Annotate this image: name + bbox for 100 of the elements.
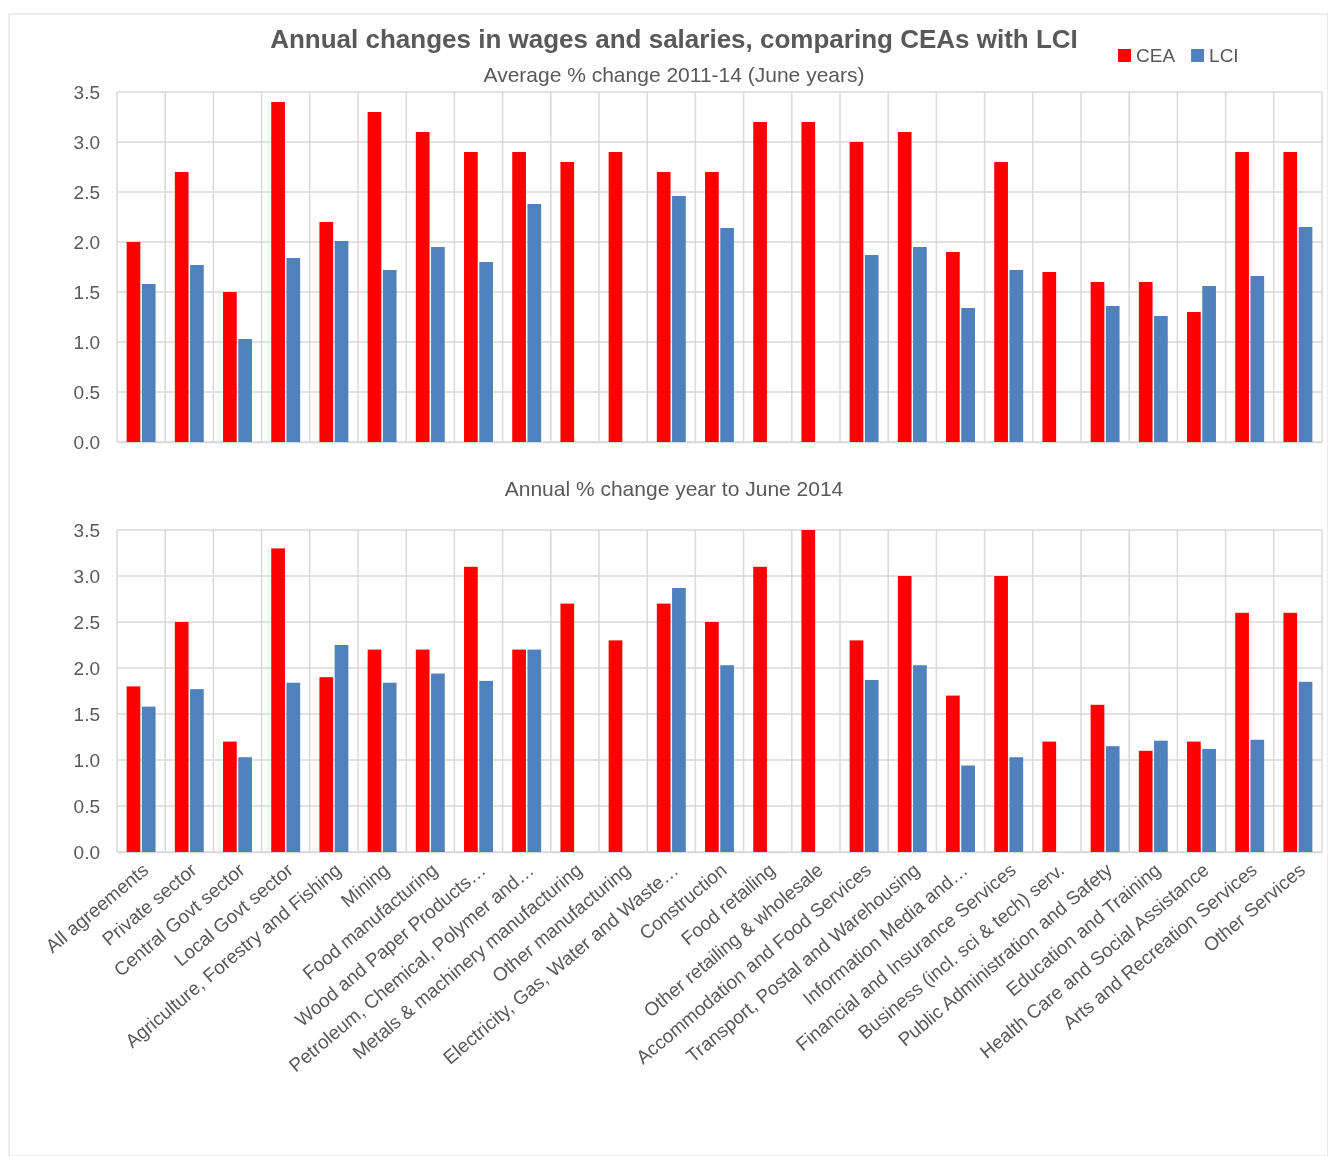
bar [1283,612,1298,852]
bar [994,162,1008,442]
y-tick-label: 3.5 [73,81,100,103]
bar [367,649,382,852]
bar [849,640,864,852]
bar [961,308,975,442]
y-tick-label: 0.0 [73,841,100,863]
bar [512,152,526,442]
y-tick-label: 2.0 [73,231,100,253]
bar [1042,272,1057,442]
bar [1009,757,1024,852]
bar [994,576,1008,852]
bar [1042,741,1057,852]
bar [527,649,542,852]
bar [913,247,927,442]
bar [946,695,960,852]
bar [801,122,816,442]
bar [126,686,141,852]
bar [753,122,767,442]
bar [1187,312,1201,442]
chart-title: Annual changes in wages and salaries, comparing CEAs with LCI [270,24,1078,54]
bar [961,765,975,852]
bar [479,680,493,852]
bar [1298,681,1313,852]
bar [271,548,285,852]
bar [897,132,912,442]
bar [1154,740,1168,852]
bar [141,706,156,852]
bar [1105,746,1120,852]
bar [223,292,237,442]
bar [1090,704,1105,852]
bar [560,603,575,852]
bar [464,566,478,852]
bar [415,649,430,852]
y-tick-label: 1.0 [73,749,100,771]
y-tick-label: 3.0 [73,565,100,587]
y-tick-label: 2.5 [73,611,100,633]
bar [1250,276,1265,442]
bar [126,242,141,442]
bar [174,172,189,442]
y-tick-label: 0.5 [73,795,100,817]
y-tick-label: 3.5 [73,519,100,541]
bar [897,576,912,852]
y-tick-label: 0.0 [73,431,100,453]
y-tick-label: 1.0 [73,331,100,353]
bar [705,172,719,442]
bar [286,258,301,442]
y-tick-label: 1.5 [73,703,100,725]
bar [1235,152,1249,442]
bar [334,645,349,852]
bar [512,649,526,852]
y-tick-label: 0.5 [73,381,100,403]
bar [1154,316,1168,442]
bar [1187,741,1201,852]
bar [1138,282,1153,442]
bar [1202,748,1216,852]
bar [238,757,252,852]
bar [608,640,623,852]
bar [1283,152,1298,442]
bar [271,102,285,442]
bar [864,679,879,852]
bar [464,152,478,442]
bar [946,252,960,442]
bar [720,665,734,852]
bar [190,689,204,852]
bar [753,566,767,852]
legend-label: LCI [1209,45,1239,66]
bar [1105,306,1120,442]
bar [141,284,156,442]
bar [801,530,816,852]
y-tick-label: 3.0 [73,131,100,153]
bar [238,339,252,442]
bar [913,665,927,852]
bar [656,603,671,852]
chart-subtitle: Annual % change year to June 2014 [504,477,844,500]
bar [720,228,734,442]
chart-subtitle: Average % change 2011-14 (June years) [483,63,865,86]
y-tick-label: 2.0 [73,657,100,679]
bar [286,682,301,852]
bar [319,677,334,852]
bar [656,172,671,442]
bar [608,152,623,442]
bar [334,241,349,442]
bar [672,587,686,852]
bar [190,265,204,442]
bar [560,162,575,442]
bar [367,112,382,442]
bar [479,262,493,442]
bar [174,622,189,852]
y-tick-label: 1.5 [73,281,100,303]
y-tick-label: 2.5 [73,181,100,203]
bar [382,270,397,442]
bar [431,673,445,852]
bar [431,247,445,442]
legend-label: CEA [1136,45,1176,66]
bar [1138,750,1153,852]
bar [1250,739,1265,852]
bar [849,142,864,442]
bar [382,682,397,852]
bar [672,196,686,442]
